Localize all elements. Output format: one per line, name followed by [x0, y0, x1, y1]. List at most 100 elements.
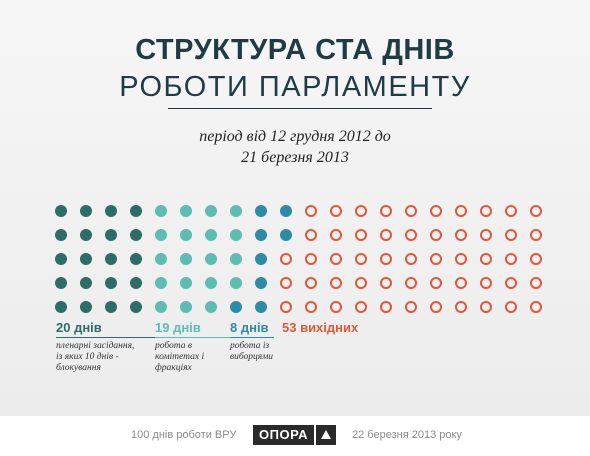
footer: 100 днів роботи ВРУ ОПОРА 22 березня 201…	[0, 416, 590, 456]
legend-committees-line	[155, 337, 245, 338]
day-dot	[455, 229, 467, 241]
day-dot	[530, 205, 542, 217]
day-dot	[380, 229, 392, 241]
day-dot	[130, 229, 142, 241]
day-dot	[155, 229, 167, 241]
day-dot	[480, 205, 492, 217]
day-dot	[55, 253, 67, 265]
day-dot	[355, 229, 367, 241]
day-dot	[430, 205, 442, 217]
infographic-card: СТРУКТУРА СТА ДНІВ РОБОТИ ПАРЛАМЕНТУ пер…	[0, 0, 590, 417]
legend-plenary-desc-3: блокування	[56, 363, 101, 373]
day-dot	[205, 253, 217, 265]
day-dot	[105, 301, 117, 313]
legend-committees: 19 днів робота в комітетах і фракціях	[155, 320, 245, 374]
day-dot	[405, 301, 417, 313]
day-dot	[530, 301, 542, 313]
day-dot	[205, 277, 217, 289]
day-dot	[130, 301, 142, 313]
day-dot	[205, 229, 217, 241]
day-dot	[180, 277, 192, 289]
subtitle: період від 12 грудня 2012 до 21 березня …	[0, 126, 590, 168]
day-dot	[305, 205, 317, 217]
day-dot	[430, 229, 442, 241]
day-dot	[505, 205, 517, 217]
day-dot	[330, 277, 342, 289]
legend-voters: 8 днів робота із виборцями	[230, 320, 274, 363]
day-dot	[105, 253, 117, 265]
day-dot	[280, 229, 292, 241]
day-dot	[380, 205, 392, 217]
legend-plenary-count: 20 днів	[56, 320, 102, 335]
day-dot	[55, 205, 67, 217]
day-dot	[280, 301, 292, 313]
day-dot	[130, 205, 142, 217]
day-dot	[280, 205, 292, 217]
legend-committees-count: 19 днів	[155, 320, 201, 335]
day-dot	[330, 229, 342, 241]
day-dot	[455, 205, 467, 217]
legend-voters-desc-1: робота із	[230, 341, 270, 351]
day-dot	[255, 277, 267, 289]
subtitle-line-1: період від 12 грудня 2012 до	[199, 128, 391, 145]
day-dot	[355, 253, 367, 265]
day-dot	[455, 253, 467, 265]
day-dot	[255, 205, 267, 217]
day-dot	[480, 301, 492, 313]
day-dot	[355, 205, 367, 217]
day-dot	[55, 229, 67, 241]
day-dot	[130, 253, 142, 265]
day-dot	[355, 301, 367, 313]
subtitle-line-2: 21 березня 2013	[241, 149, 349, 166]
legend-committees-desc-2: комітетах і	[155, 352, 205, 362]
day-dot	[305, 253, 317, 265]
footer-date: 22 березня 2013 року	[352, 429, 462, 441]
day-dot	[155, 205, 167, 217]
day-dot	[230, 205, 242, 217]
legend-voters-line	[230, 337, 274, 338]
day-dot	[505, 301, 517, 313]
day-dot	[80, 229, 92, 241]
title-line-1: СТРУКТУРА СТА ДНІВ	[135, 34, 455, 66]
day-dot	[230, 229, 242, 241]
opora-logo: ОПОРА	[253, 425, 336, 445]
day-dot	[55, 301, 67, 313]
day-dot	[105, 277, 117, 289]
legend-voters-count: 8 днів	[230, 320, 269, 335]
day-dot	[105, 205, 117, 217]
day-dot	[355, 277, 367, 289]
day-dot	[480, 277, 492, 289]
day-dot	[480, 229, 492, 241]
legend-weekends-count: 53 вихідних	[282, 320, 359, 335]
day-dot	[80, 301, 92, 313]
legend-plenary-desc-1: пленарні засідання,	[56, 341, 135, 351]
day-dot	[130, 277, 142, 289]
day-dot	[180, 253, 192, 265]
day-dot	[255, 253, 267, 265]
legend-voters-description: робота із виборцями	[230, 341, 274, 363]
day-dot	[180, 301, 192, 313]
day-dot-grid	[55, 205, 542, 313]
day-dot	[530, 229, 542, 241]
legend-plenary-line	[56, 337, 189, 338]
day-dot	[305, 301, 317, 313]
day-dot	[330, 205, 342, 217]
day-dot	[330, 253, 342, 265]
title-line-2: РОБОТИ ПАРЛАМЕНТУ	[119, 71, 471, 103]
day-dot	[280, 277, 292, 289]
day-dot	[430, 301, 442, 313]
legend-committees-desc-1: робота в	[155, 341, 193, 351]
triangle-icon	[315, 425, 336, 445]
footer-left-text: 100 днів роботи ВРУ	[131, 429, 237, 441]
day-dot	[430, 253, 442, 265]
day-dot	[230, 253, 242, 265]
day-dot	[305, 229, 317, 241]
day-dot	[255, 301, 267, 313]
day-dot	[280, 253, 292, 265]
day-dot	[380, 301, 392, 313]
day-dot	[530, 253, 542, 265]
day-dot	[455, 301, 467, 313]
day-dot	[155, 277, 167, 289]
day-dot	[230, 277, 242, 289]
day-dot	[405, 229, 417, 241]
